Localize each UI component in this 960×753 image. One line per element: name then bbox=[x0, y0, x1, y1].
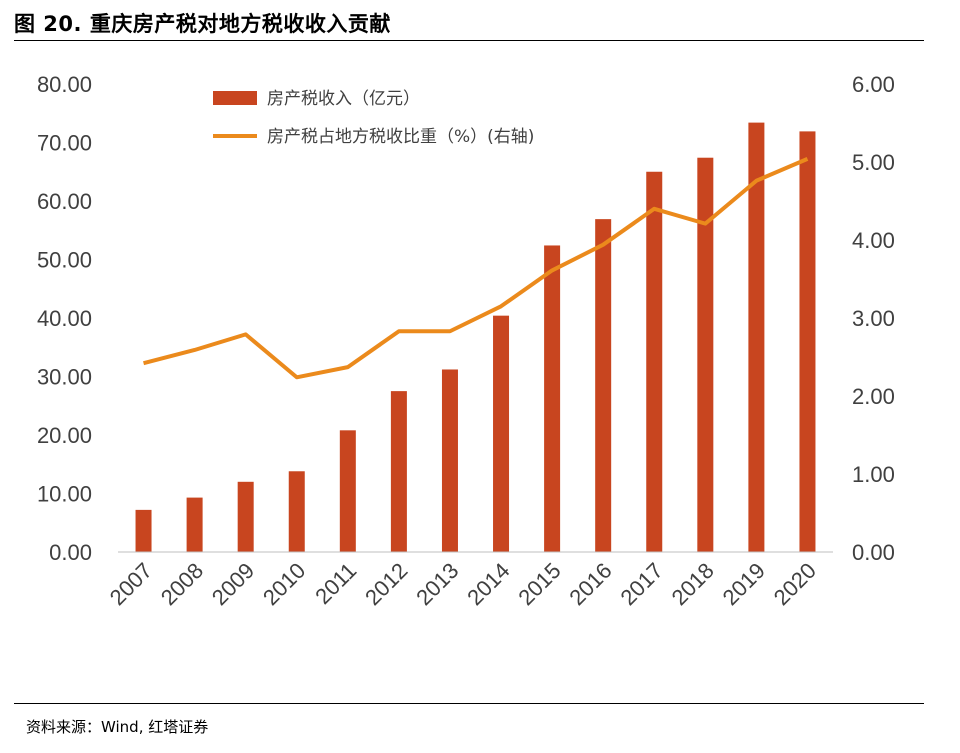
left-tick-label: 10.00 bbox=[37, 482, 92, 507]
x-tick-label: 2017 bbox=[615, 558, 667, 610]
right-axis: 0.00 1.00 2.00 3.00 4.00 5.00 6.00 bbox=[852, 72, 895, 565]
bar-2011 bbox=[339, 430, 356, 552]
bar-2014 bbox=[493, 315, 510, 552]
left-tick-label: 60.00 bbox=[37, 189, 92, 214]
legend-line-label: 房产税占地方税收比重（%）(右轴) bbox=[267, 127, 534, 147]
bar-2020 bbox=[799, 131, 816, 552]
bar-2007 bbox=[135, 509, 152, 552]
right-tick-label: 6.00 bbox=[852, 72, 895, 97]
source-note: 资料来源：Wind, 红塔证券 bbox=[26, 718, 209, 736]
legend: 房产税收入（亿元） 房产税占地方税收比重（%）(右轴) bbox=[213, 89, 534, 147]
x-tick-label: 2015 bbox=[513, 558, 565, 610]
bar-series bbox=[135, 122, 816, 553]
right-tick-label: 1.00 bbox=[852, 462, 895, 487]
title-rule bbox=[14, 40, 924, 41]
right-tick-label: 0.00 bbox=[852, 540, 895, 565]
left-tick-label: 50.00 bbox=[37, 248, 92, 273]
bar-2017 bbox=[646, 171, 663, 552]
x-tick-label: 2018 bbox=[667, 558, 719, 610]
bar-2010 bbox=[288, 471, 305, 552]
x-tick-label: 2011 bbox=[310, 558, 361, 609]
figure-title: 图 20. 重庆房产税对地方税收收入贡献 bbox=[14, 12, 391, 36]
source-rule bbox=[14, 703, 924, 704]
bar-2009 bbox=[237, 481, 254, 552]
left-tick-label: 70.00 bbox=[37, 131, 92, 156]
right-tick-label: 4.00 bbox=[852, 228, 895, 253]
legend-bar-swatch bbox=[213, 91, 257, 105]
x-tick-label: 2007 bbox=[105, 558, 157, 610]
right-tick-label: 2.00 bbox=[852, 384, 895, 409]
bar-2018 bbox=[697, 157, 714, 552]
left-tick-label: 30.00 bbox=[37, 365, 92, 390]
bar-2015 bbox=[544, 245, 561, 552]
x-tick-label: 2020 bbox=[769, 558, 821, 610]
left-tick-label: 20.00 bbox=[37, 423, 92, 448]
left-tick-label: 0.00 bbox=[49, 540, 92, 565]
combo-chart: 0.00 10.00 20.00 30.00 40.00 50.00 60.00 70.00 8… bbox=[37, 72, 895, 610]
left-tick-label: 80.00 bbox=[37, 72, 92, 97]
right-tick-label: 3.00 bbox=[852, 306, 895, 331]
x-tick-label: 2019 bbox=[718, 558, 770, 610]
x-tick-label: 2013 bbox=[411, 558, 463, 610]
bar-2008 bbox=[186, 497, 203, 552]
legend-bar-label: 房产税收入（亿元） bbox=[267, 89, 420, 109]
x-tick-label: 2010 bbox=[258, 558, 310, 610]
x-tick-label: 2009 bbox=[207, 558, 259, 610]
bar-2016 bbox=[595, 219, 612, 552]
bar-2019 bbox=[748, 122, 765, 553]
bar-2013 bbox=[441, 369, 458, 552]
x-tick-label: 2014 bbox=[462, 558, 514, 610]
left-axis: 0.00 10.00 20.00 30.00 40.00 50.00 60.00 70.00 8… bbox=[37, 72, 92, 565]
bar-2012 bbox=[390, 391, 407, 552]
x-tick-label: 2016 bbox=[564, 558, 616, 610]
left-tick-label: 40.00 bbox=[37, 306, 92, 331]
line-series bbox=[143, 157, 809, 380]
right-tick-label: 5.00 bbox=[852, 150, 895, 175]
x-tick-label: 2012 bbox=[360, 558, 412, 610]
x-tick-label: 2008 bbox=[156, 558, 208, 610]
